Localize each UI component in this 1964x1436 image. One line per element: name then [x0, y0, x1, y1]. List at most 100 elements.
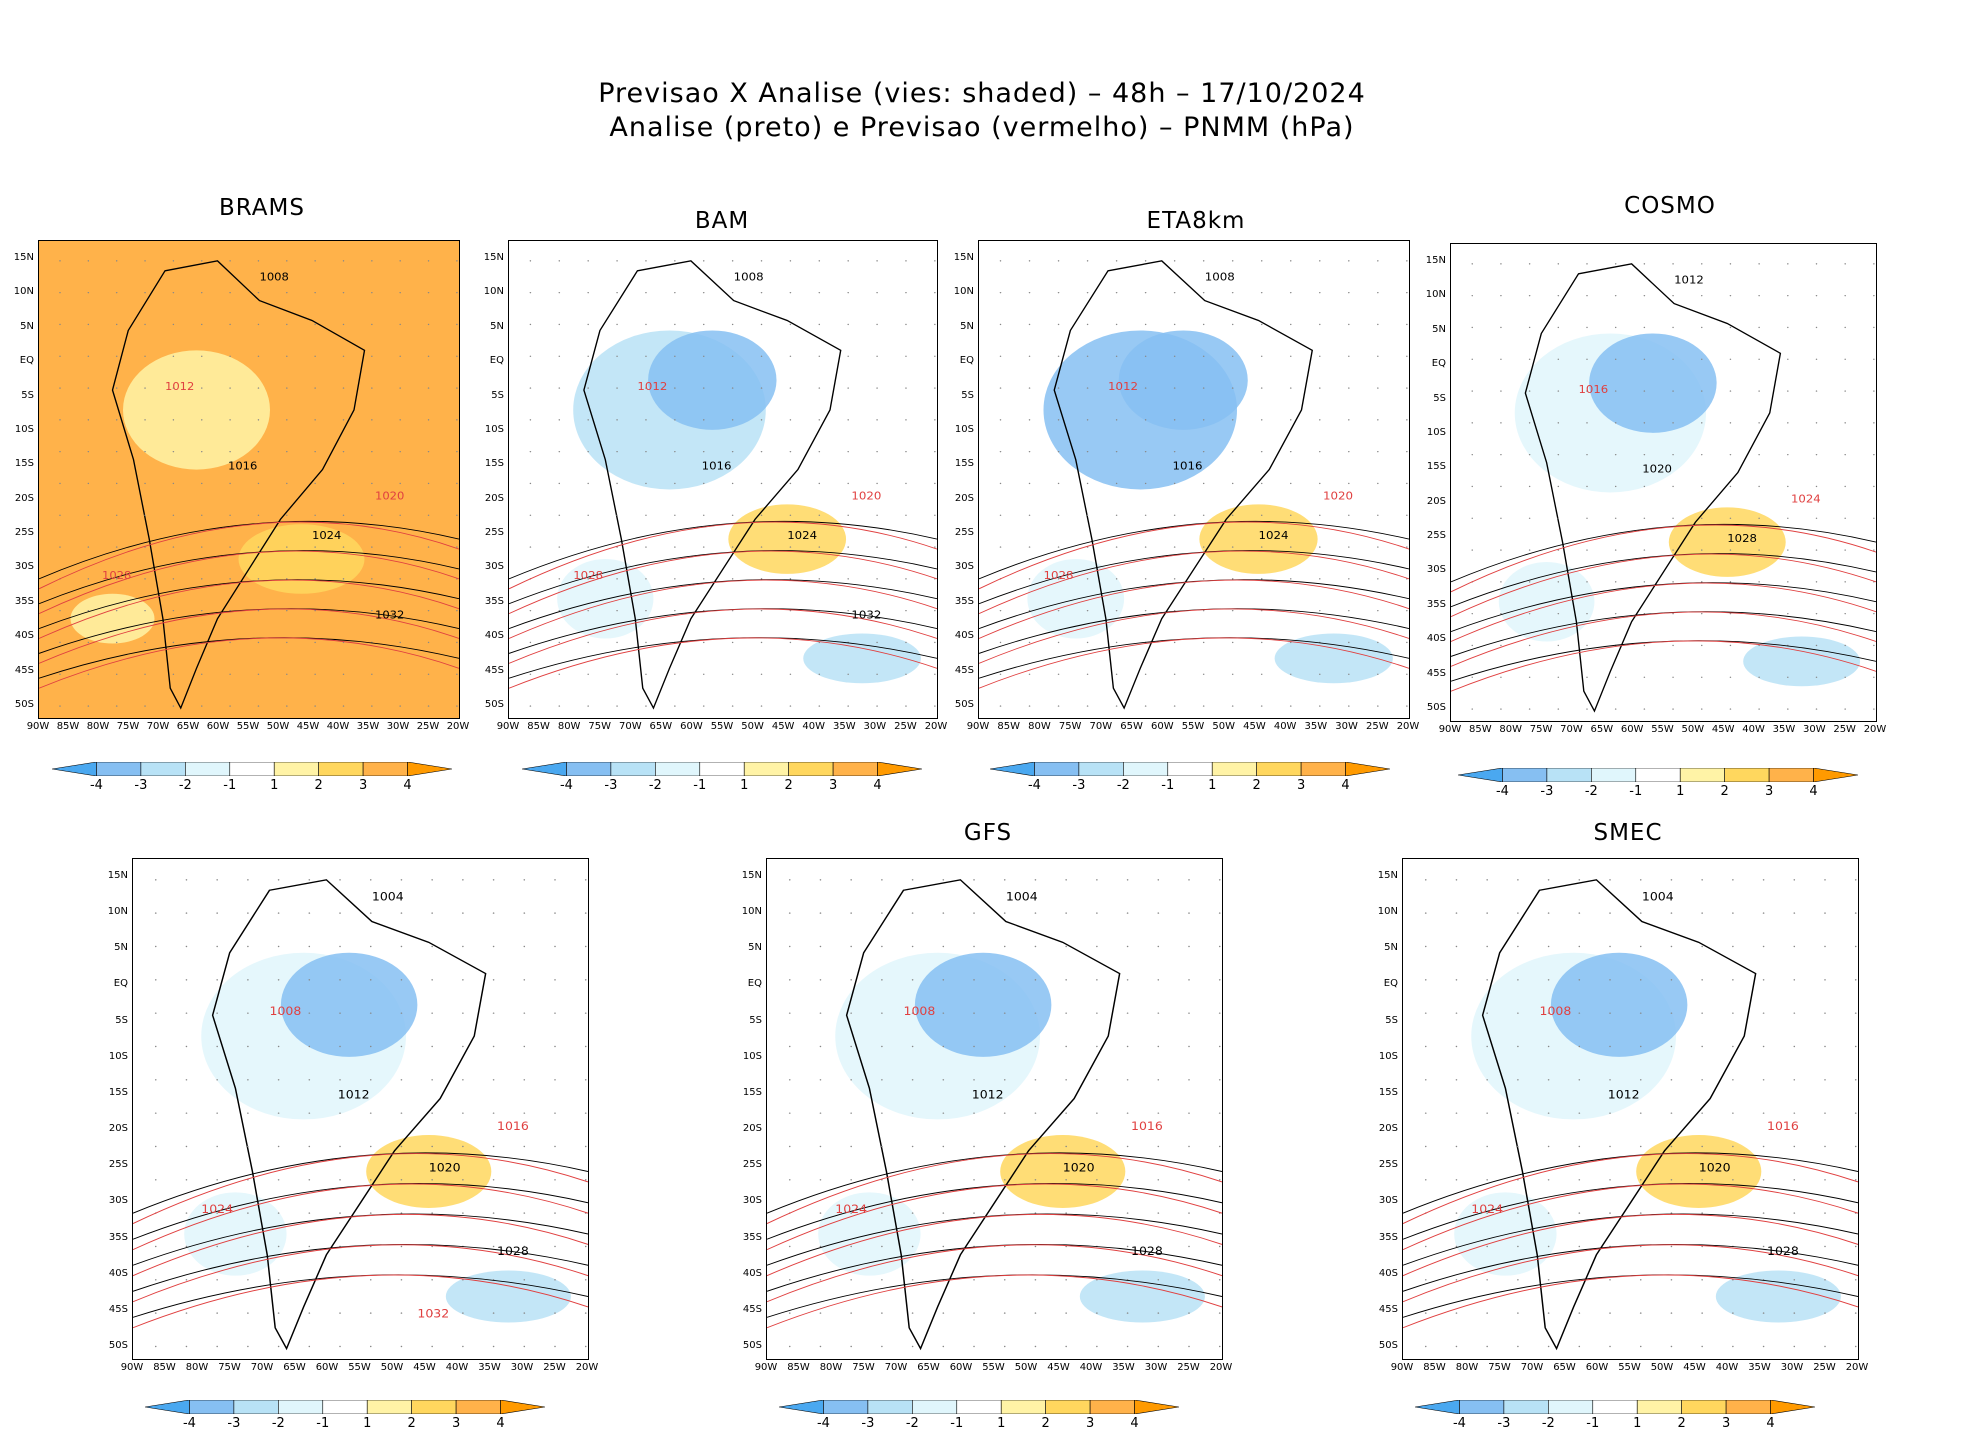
grid-dot [201, 578, 203, 580]
grid-dot [144, 450, 146, 453]
grid-dot [216, 912, 218, 914]
grid-dot [144, 609, 146, 612]
lon-tick-label: 60W [206, 721, 230, 732]
grid-dot [1787, 676, 1789, 678]
grid-dot [201, 387, 203, 389]
grid-dot [1758, 708, 1760, 710]
lat-tick-label: 10N [1425, 289, 1446, 301]
grid-dot [1028, 641, 1031, 644]
grid-dot [1729, 549, 1732, 551]
grid-dot [201, 323, 203, 326]
grid-dot [1231, 673, 1234, 675]
colorbar-bin [1636, 1400, 1682, 1414]
forecast-isobar [979, 521, 1409, 590]
grid-dot [1377, 578, 1379, 580]
grid-dot [1614, 612, 1617, 615]
grid-dot [1034, 945, 1037, 948]
grid-dot [87, 705, 90, 707]
grid-dot [308, 912, 311, 914]
grid-dot [399, 705, 401, 707]
grid-dot [400, 1179, 403, 1181]
grid-dot [286, 323, 288, 326]
grid-dot [942, 945, 945, 948]
grid-dot [1028, 514, 1031, 516]
grid-dot [1377, 609, 1379, 612]
grid-dot [558, 641, 561, 644]
colorbar-bin [1768, 768, 1814, 782]
grid-dot [1815, 422, 1818, 424]
grid-dot [911, 1212, 914, 1214]
grid-dot [1639, 1345, 1642, 1348]
continent-outline [845, 879, 1121, 1351]
grid-dot [1319, 609, 1321, 612]
grid-dot [115, 323, 118, 326]
grid-dot [1377, 323, 1379, 326]
grid-dot [427, 482, 430, 485]
grid-dot [558, 355, 561, 357]
isobar-label: 1024 [1471, 1203, 1503, 1216]
colorbar-bin [566, 762, 612, 776]
lon-tick-label: 40W [445, 1362, 469, 1373]
grid-dot [1289, 260, 1292, 262]
grid-dot [1729, 294, 1732, 297]
grid-dot [645, 546, 647, 548]
analysis-isobar [767, 1152, 1222, 1214]
grid-dot [674, 323, 676, 326]
grid-dot [1758, 453, 1760, 456]
grid-dot [818, 514, 821, 516]
isobar-label: 1024 [201, 1203, 233, 1216]
grid-dot [339, 1345, 341, 1348]
grid-dot [201, 673, 203, 675]
grid-dot [789, 323, 792, 326]
grid-dot [172, 387, 175, 389]
grid-dot [172, 419, 175, 421]
grid-dot [1157, 1212, 1160, 1214]
grid-dot [999, 546, 1002, 548]
grid-dot [674, 450, 676, 453]
grid-dot [1202, 482, 1205, 485]
grid-dot [257, 355, 260, 357]
grid-dot [788, 979, 791, 981]
lon-tick-label: 25W [1365, 721, 1389, 732]
grid-dot [1701, 644, 1703, 647]
grid-dot [1517, 1212, 1519, 1214]
grid-dot [881, 1145, 883, 1148]
grid-dot [339, 879, 341, 881]
colorbar-label: 3 [358, 778, 368, 793]
grid-dot [1729, 708, 1732, 710]
grid-dot [1126, 912, 1129, 914]
grid-dot [216, 1279, 218, 1281]
grid-dot [1057, 609, 1060, 612]
grid-dot [1003, 1312, 1006, 1314]
grid-dot [369, 1345, 372, 1348]
grid-dot [1086, 419, 1089, 421]
bias-shade [1715, 1270, 1841, 1323]
grid-dot [1126, 979, 1129, 981]
grid-dot [702, 355, 705, 357]
grid-dot [850, 1179, 852, 1181]
grid-dot [1547, 1312, 1550, 1314]
grid-dot [1065, 1112, 1067, 1114]
grid-dot [1844, 676, 1846, 678]
analysis-isobar [133, 1152, 588, 1214]
grid-dot [492, 979, 495, 981]
isobar-label: 1012 [338, 1088, 370, 1101]
grid-dot [1231, 419, 1234, 421]
grid-dot [59, 705, 61, 707]
lon-tick-label: 90W [496, 721, 520, 732]
grid-dot [1762, 1312, 1765, 1314]
figure-title-line1: Previsao X Analise (vies: shaded) – 48h … [598, 78, 1366, 109]
grid-dot [934, 387, 936, 389]
grid-dot [185, 1179, 188, 1181]
grid-dot [554, 1279, 556, 1281]
grid-dot [850, 1212, 852, 1214]
grid-dot [1758, 581, 1760, 583]
grid-dot [1614, 549, 1617, 551]
lon-tick-label: 40W [326, 721, 350, 732]
grid-dot [1500, 358, 1502, 360]
grid-dot [999, 291, 1002, 294]
grid-dot [1557, 390, 1560, 392]
grid-dot [1732, 1279, 1734, 1281]
grid-dot [523, 1212, 526, 1214]
grid-dot [1231, 355, 1234, 357]
